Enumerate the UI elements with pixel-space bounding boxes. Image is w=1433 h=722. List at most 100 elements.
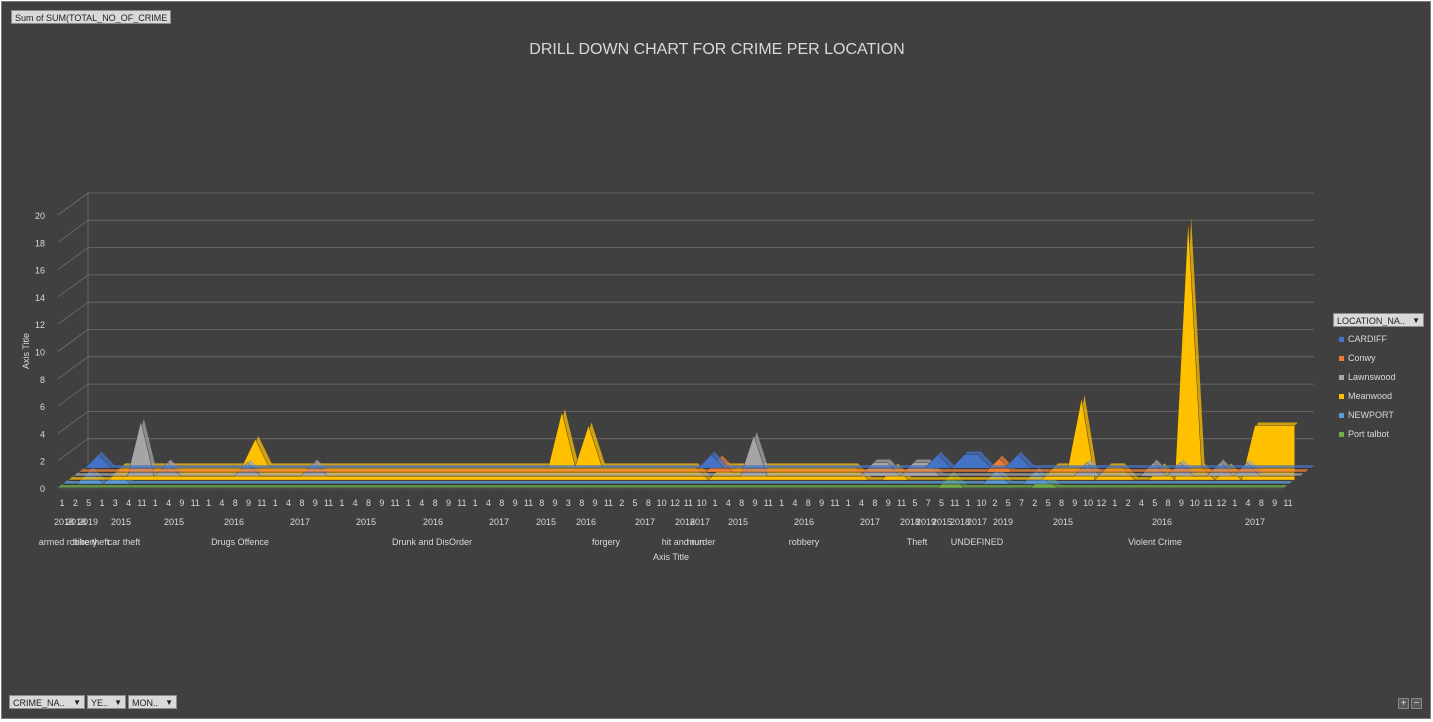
x-tick-label: 9 — [1272, 498, 1277, 508]
x-tick-label: 2 — [1126, 498, 1131, 508]
legend-swatch — [1339, 356, 1344, 362]
x-tick-label: 8 — [433, 498, 438, 508]
x-tick-label: 12 — [670, 498, 680, 508]
value-field-label: Sum of SUM(TOTAL_NO_OF_CRIME — [15, 13, 168, 23]
x-tick-label: 1 — [966, 498, 971, 508]
x-tick-label: 8 — [806, 498, 811, 508]
axis-field-button-month[interactable]: MON.. ▼ — [128, 695, 177, 709]
crime-category-label: bike theft — [73, 537, 110, 547]
year-label: 2018 — [675, 517, 695, 527]
gridline-side — [57, 301, 89, 325]
series-top-face — [79, 455, 1309, 473]
x-tick-label: 1 — [273, 498, 278, 508]
x-tick-label: 11 — [1203, 498, 1212, 508]
x-tick-label: 1 — [206, 498, 211, 508]
axis-field-label: CRIME_NA.. — [13, 698, 65, 708]
gridline-side — [57, 383, 89, 407]
gridline-side — [57, 356, 89, 380]
x-tick-label: 2 — [992, 498, 997, 508]
x-tick-label: 9 — [819, 498, 824, 508]
legend-label: Conwy — [1348, 353, 1376, 363]
x-tick-label: 8 — [539, 498, 544, 508]
axis-field-button-crime[interactable]: CRIME_NA.. ▼ — [9, 695, 85, 709]
legend-swatch — [1339, 337, 1344, 343]
x-tick-label: 4 — [486, 498, 491, 508]
year-label: 2018 — [66, 517, 86, 527]
year-label: 2015 — [932, 517, 952, 527]
x-tick-label: 4 — [219, 498, 224, 508]
x-tick-label: 11 — [524, 498, 533, 508]
x-tick-label: 2 — [619, 498, 624, 508]
series-area — [68, 220, 1295, 481]
legend-swatch — [1339, 413, 1344, 419]
y-tick-label: 12 — [35, 320, 45, 330]
x-tick-label: 9 — [752, 498, 757, 508]
y-tick-label: 18 — [35, 238, 45, 248]
x-tick-label: 10 — [976, 498, 986, 508]
year-label: 2016 — [1152, 517, 1172, 527]
gridline-side — [57, 219, 89, 243]
x-tick-label: 5 — [939, 498, 944, 508]
x-tick-label: 8 — [872, 498, 877, 508]
zoom-out-button[interactable]: − — [1411, 698, 1422, 709]
gridline-side — [57, 247, 89, 270]
zoom-in-button[interactable]: + — [1398, 698, 1409, 709]
x-tick-label: 5 — [1152, 498, 1157, 508]
x-tick-label: 5 — [86, 498, 91, 508]
year-label: 2017 — [690, 517, 710, 527]
x-tick-label: 9 — [513, 498, 518, 508]
year-label: 2019 — [916, 517, 936, 527]
x-tick-label: 9 — [1072, 498, 1077, 508]
x-tick-label: 1 — [406, 498, 411, 508]
x-tick-label: 4 — [1246, 498, 1251, 508]
crime-category-label: armed robbery — [39, 537, 98, 547]
x-tick-label: 9 — [1179, 498, 1184, 508]
year-label: 2015 — [356, 517, 376, 527]
year-label: 2015 — [111, 517, 131, 527]
year-label: 2016 — [423, 517, 443, 527]
x-tick-label: 5 — [633, 498, 638, 508]
x-tick-label: 5 — [912, 498, 917, 508]
x-tick-label: 12 — [1216, 498, 1226, 508]
x-tick-label: 5 — [1006, 498, 1011, 508]
legend-label: Lawnswood — [1348, 372, 1396, 382]
year-label: 2017 — [860, 517, 880, 527]
x-tick-label: 11 — [390, 498, 399, 508]
x-tick-label: 11 — [257, 498, 266, 508]
x-tick-label: 8 — [233, 498, 238, 508]
year-label: 2018 — [54, 517, 74, 527]
x-tick-label: 11 — [324, 498, 333, 508]
legend-item: Conwy — [1339, 352, 1376, 364]
legend-field-label: LOCATION_NA.. — [1337, 316, 1405, 326]
gridline-side — [57, 192, 89, 216]
x-tick-label: 11 — [897, 498, 906, 508]
x-tick-label: 8 — [366, 498, 371, 508]
x-tick-label: 9 — [553, 498, 558, 508]
x-tick-label: 7 — [1019, 498, 1024, 508]
year-label: 2015 — [1053, 517, 1073, 527]
x-tick-label: 4 — [1139, 498, 1144, 508]
y-tick-label: 0 — [40, 484, 45, 494]
axis-field-button-year[interactable]: YE.. ▼ — [87, 695, 126, 709]
year-label: 2016 — [794, 517, 814, 527]
x-tick-label: 1 — [153, 498, 158, 508]
year-label: 2019 — [78, 517, 98, 527]
legend-field-button[interactable]: LOCATION_NA.. ▼ — [1333, 313, 1424, 327]
gridline-side — [57, 329, 89, 352]
year-label: 2015 — [164, 517, 184, 527]
x-tick-label: 4 — [859, 498, 864, 508]
x-tick-label: 8 — [739, 498, 744, 508]
gridline-side — [57, 438, 89, 462]
crime-category-label: UNDEFINED — [951, 537, 1004, 547]
y-axis-title: Axis Title — [21, 333, 31, 369]
x-tick-label: 1 — [473, 498, 478, 508]
legend-item: Meanwood — [1339, 390, 1392, 402]
value-field-button[interactable]: Sum of SUM(TOTAL_NO_OF_CRIME — [11, 10, 171, 24]
x-tick-label: 8 — [1259, 498, 1264, 508]
x-tick-label: 11 — [1283, 498, 1292, 508]
x-tick-label: 1 — [712, 498, 717, 508]
x-axis-title: Axis Title — [653, 552, 689, 562]
year-label: 2016 — [576, 517, 596, 527]
year-label: 2017 — [290, 517, 310, 527]
